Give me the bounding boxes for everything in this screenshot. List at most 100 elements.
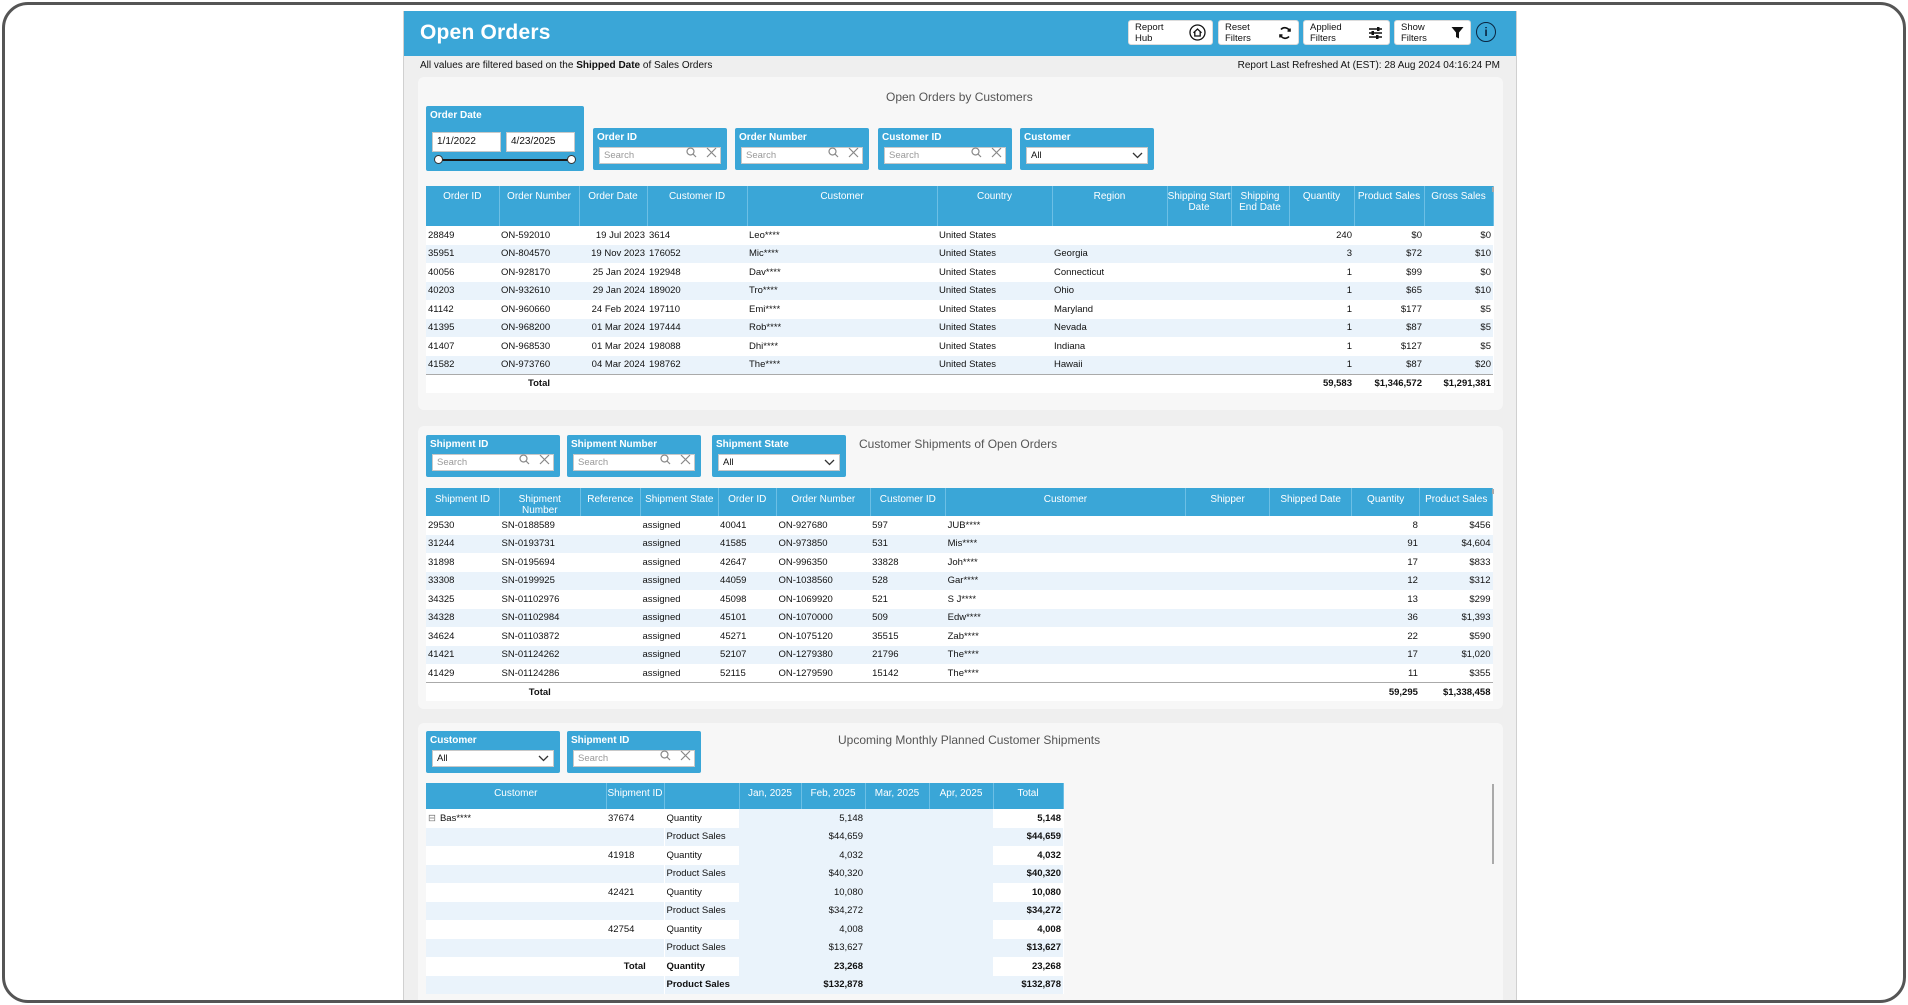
- collapse-icon[interactable]: ⊟: [428, 812, 436, 824]
- table-cell: 40041: [720, 519, 747, 531]
- column-header[interactable]: Customer: [747, 186, 938, 226]
- table-row[interactable]: 29530 SN-0188589 assigned 40041 ON-927680 597…: [426, 516, 1493, 535]
- column-header[interactable]: Gross Sales: [1424, 186, 1494, 226]
- table-row[interactable]: 28849 ON-592010 19 Jul 2023 3614 Leo**** Unit…: [426, 226, 1493, 245]
- table-row[interactable]: 33308 SN-0199925 assigned 44059 ON-1038560 52…: [426, 571, 1493, 590]
- column-header[interactable]: Order ID: [718, 488, 777, 516]
- column-header[interactable]: Shipping Start Date: [1167, 186, 1232, 226]
- table-row[interactable]: 41395 ON-968200 01 Mar 2024 197444 Rob**** Un…: [426, 318, 1493, 337]
- table-row[interactable]: 41582 ON-973760 04 Mar 2024 198762 The**** Un…: [426, 355, 1493, 374]
- table-row[interactable]: 41429 SN-01124286 assigned 52115 ON-1279590 1…: [426, 664, 1493, 683]
- column-header[interactable]: Customer ID: [870, 488, 947, 516]
- table-cell: 10,080: [801, 883, 865, 902]
- column-header[interactable]: Shipper: [1185, 488, 1271, 516]
- matrix-customer-cell[interactable]: ⊟ Bas****: [426, 809, 606, 828]
- clear-icon[interactable]: [848, 147, 859, 161]
- column-header[interactable]: Total: [993, 783, 1064, 809]
- planned-shipment-id-slicer: Shipment ID Search: [567, 731, 701, 773]
- date-range-end-handle[interactable]: [567, 155, 576, 164]
- shipments-scrollbar[interactable]: [1492, 489, 1494, 494]
- order-date-from-input[interactable]: 1/1/2022: [432, 132, 501, 152]
- table-row[interactable]: 41421 SN-01124262 assigned 52107 ON-1279380 2…: [426, 645, 1493, 664]
- column-header[interactable]: Product Sales: [1419, 488, 1493, 516]
- column-header[interactable]: Customer ID: [647, 186, 748, 226]
- order-date-to-input[interactable]: 4/23/2025: [506, 132, 575, 152]
- planned-scrollbar[interactable]: [1492, 784, 1494, 864]
- column-header[interactable]: Order ID: [426, 186, 500, 226]
- column-header[interactable]: Shipping End Date: [1231, 186, 1290, 226]
- shipment-number-search-input[interactable]: Search: [573, 454, 695, 471]
- show-filters-button[interactable]: Show Filters: [1394, 20, 1471, 45]
- table-row[interactable]: 35951 ON-804570 19 Nov 2023 176052 Mic**** Un…: [426, 244, 1493, 263]
- applied-filters-button[interactable]: Applied Filters: [1303, 20, 1390, 45]
- shipment-state-dropdown[interactable]: All: [718, 454, 840, 471]
- table-cell: 10,080: [993, 883, 1063, 902]
- table-row[interactable]: 34325 SN-01102976 assigned 45098 ON-1069920 5…: [426, 590, 1493, 609]
- table-row[interactable]: 34328 SN-01102984 assigned 45101 ON-1070000 5…: [426, 608, 1493, 627]
- column-header[interactable]: Jan, 2025: [739, 783, 802, 809]
- table-row[interactable]: 31244 SN-0193731 assigned 41585 ON-973850 531…: [426, 534, 1493, 553]
- date-range-start-handle[interactable]: [434, 155, 443, 164]
- table-cell: 41582: [426, 355, 499, 374]
- table-cell: 34624: [428, 630, 455, 642]
- planned-customer-dropdown[interactable]: All: [432, 750, 554, 767]
- table-cell: [929, 957, 993, 976]
- table-row[interactable]: 41142 ON-960660 24 Feb 2024 197110 Emi**** Un…: [426, 300, 1493, 319]
- column-header[interactable]: Order Number: [499, 186, 580, 226]
- customer-id-search-input[interactable]: Search: [884, 147, 1006, 164]
- table-row[interactable]: 40056 ON-928170 25 Jan 2024 192948 Dav**** Un…: [426, 263, 1493, 282]
- column-header[interactable]: Order Date: [579, 186, 648, 226]
- table-cell: [1231, 337, 1289, 356]
- clear-icon[interactable]: [680, 454, 691, 468]
- column-header[interactable]: Feb, 2025: [801, 783, 866, 809]
- column-header[interactable]: Shipment ID: [426, 488, 501, 516]
- column-header[interactable]: Quantity: [1289, 186, 1355, 226]
- column-header[interactable]: Customer: [945, 488, 1186, 516]
- report-hub-button[interactable]: Report Hub: [1128, 20, 1213, 45]
- table-cell: ON-973850: [776, 534, 871, 553]
- column-header[interactable]: Customer: [426, 783, 607, 809]
- total-quantity: 59,295: [1351, 682, 1420, 701]
- table-row[interactable]: 34624 SN-01103872 assigned 45271 ON-1075120 3…: [426, 627, 1493, 646]
- order-number-search-input[interactable]: Search: [741, 147, 863, 164]
- total-quantity: 59,583: [1289, 373, 1354, 393]
- column-header[interactable]: Shipment State: [640, 488, 719, 516]
- funnel-icon: [1451, 26, 1464, 40]
- total-row: Total 59,583 $1,346,572 $1,291,381: [426, 373, 1493, 393]
- table-cell: Mic****: [747, 244, 937, 263]
- table-cell: ON-592010: [501, 229, 551, 241]
- column-header[interactable]: Shipment Number: [499, 488, 581, 516]
- table-cell: [739, 809, 801, 828]
- column-header[interactable]: Mar, 2025: [865, 783, 930, 809]
- column-header[interactable]: [664, 783, 740, 809]
- table-cell: [1270, 664, 1352, 683]
- table-cell: SN-01103872: [501, 630, 560, 642]
- column-header[interactable]: Apr, 2025: [929, 783, 994, 809]
- table-row[interactable]: 41407 ON-968530 01 Mar 2024 198088 Dhi**** Un…: [426, 337, 1493, 356]
- order-id-search-input[interactable]: Search: [599, 147, 721, 164]
- column-header[interactable]: Shipped Date: [1269, 488, 1352, 516]
- orders-scrollbar[interactable]: [1492, 187, 1494, 192]
- table-cell: Quantity: [663, 809, 739, 828]
- info-button[interactable]: i: [1476, 22, 1496, 42]
- clear-icon[interactable]: [680, 750, 691, 764]
- column-header[interactable]: Product Sales: [1354, 186, 1425, 226]
- column-header[interactable]: Order Number: [776, 488, 871, 516]
- clear-icon[interactable]: [706, 147, 717, 161]
- planned-shipment-id-search-input[interactable]: Search: [573, 750, 695, 767]
- shipment-id-search-input[interactable]: Search: [432, 454, 554, 471]
- table-row[interactable]: 40203 ON-932610 29 Jan 2024 189020 Tro**** Un…: [426, 281, 1493, 300]
- customer-dropdown[interactable]: All: [1026, 147, 1148, 164]
- table-row[interactable]: 31898 SN-0195694 assigned 42647 ON-996350 338…: [426, 553, 1493, 572]
- column-header[interactable]: Quantity: [1351, 488, 1421, 516]
- reset-filters-button[interactable]: Reset Filters: [1218, 20, 1299, 45]
- column-header[interactable]: Country: [937, 186, 1053, 226]
- column-header[interactable]: Reference: [580, 488, 642, 516]
- column-header[interactable]: Region: [1052, 186, 1168, 226]
- clear-icon[interactable]: [539, 454, 550, 468]
- table-cell: 36: [1351, 608, 1420, 627]
- table-cell: 28849: [428, 229, 455, 241]
- clear-icon[interactable]: [991, 147, 1002, 161]
- column-header[interactable]: Shipment ID: [606, 783, 665, 809]
